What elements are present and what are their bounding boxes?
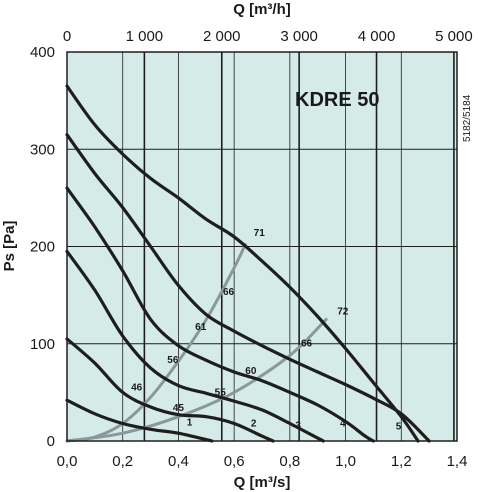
x-tick-label: 1,2 [391,453,412,470]
efficiency-value-label: 71 [254,228,266,239]
y-tick-label: 400 [30,44,55,61]
curve-label: 3 [295,420,301,431]
x-tick-label: 0,6 [224,453,245,470]
fan-curve-4 [65,186,375,443]
top-tick-label: 4 000 [358,28,396,45]
drawing-code: 5182/5184 [462,94,473,142]
top-tick-label: 5 000 [435,28,473,45]
top-axis-label: Q [m³/h] [233,1,291,18]
x-tick-label: 0,8 [279,453,300,470]
y-axis-ticks: 0 100 200 300 400 [30,44,55,450]
efficiency-value-label: 56 [167,355,179,366]
efficiency-lines [65,243,328,443]
y-tick-label: 0 [47,433,55,450]
x-tick-label: 0,2 [112,453,133,470]
efficiency-value-label: 66 [301,339,313,350]
y-tick-label: 100 [30,336,55,353]
fan-curve-1 [65,398,214,443]
fan-curves [65,84,431,443]
top-tick-label: 2 000 [203,28,241,45]
top-tick-label: 0 [63,28,71,45]
y-tick-label: 300 [30,141,55,158]
efficiency-value-label: 45 [173,403,185,414]
y-axis-label: Ps [Pa] [1,221,18,272]
efficiency-value-label: 60 [245,366,257,377]
fan-curve-2 [65,337,275,443]
curve-label: 1 [187,417,193,428]
efficiency-value-label: 61 [195,322,207,333]
x-axis-ticks: 0,0 0,2 0,4 0,6 0,8 1,0 1,2 1,4 [57,453,468,470]
grid-lines [67,52,457,441]
curve-label: 2 [251,418,257,429]
y-tick-label: 200 [30,239,55,256]
curve-label: 4 [340,418,346,429]
fan-curve-6 [65,84,420,443]
chart-title: KDRE 50 [295,89,379,111]
efficiency-value-label: 46 [131,382,143,393]
fan-curve-3 [65,249,325,443]
x-tick-label: 1,4 [447,453,468,470]
curve-label: 5 [396,421,402,432]
efficiency-line-72 [65,317,328,443]
x-tick-label: 0,4 [168,453,189,470]
plot-frame [66,51,458,442]
x-axis-label: Q [m³/s] [234,474,291,491]
efficiency-value-label: 55 [215,387,227,398]
top-axis-ticks: 0 1 000 2 000 3 000 4 000 5 000 [63,28,473,45]
top-tick-label: 1 000 [126,28,164,45]
top-tick-label: 3 000 [280,28,318,45]
x-tick-label: 1,0 [335,453,356,470]
efficiency-value-label: 66 [223,287,235,298]
x-tick-label: 0,0 [57,453,78,470]
efficiency-value-label: 72 [337,307,349,318]
fan-curve-5 [65,133,431,443]
